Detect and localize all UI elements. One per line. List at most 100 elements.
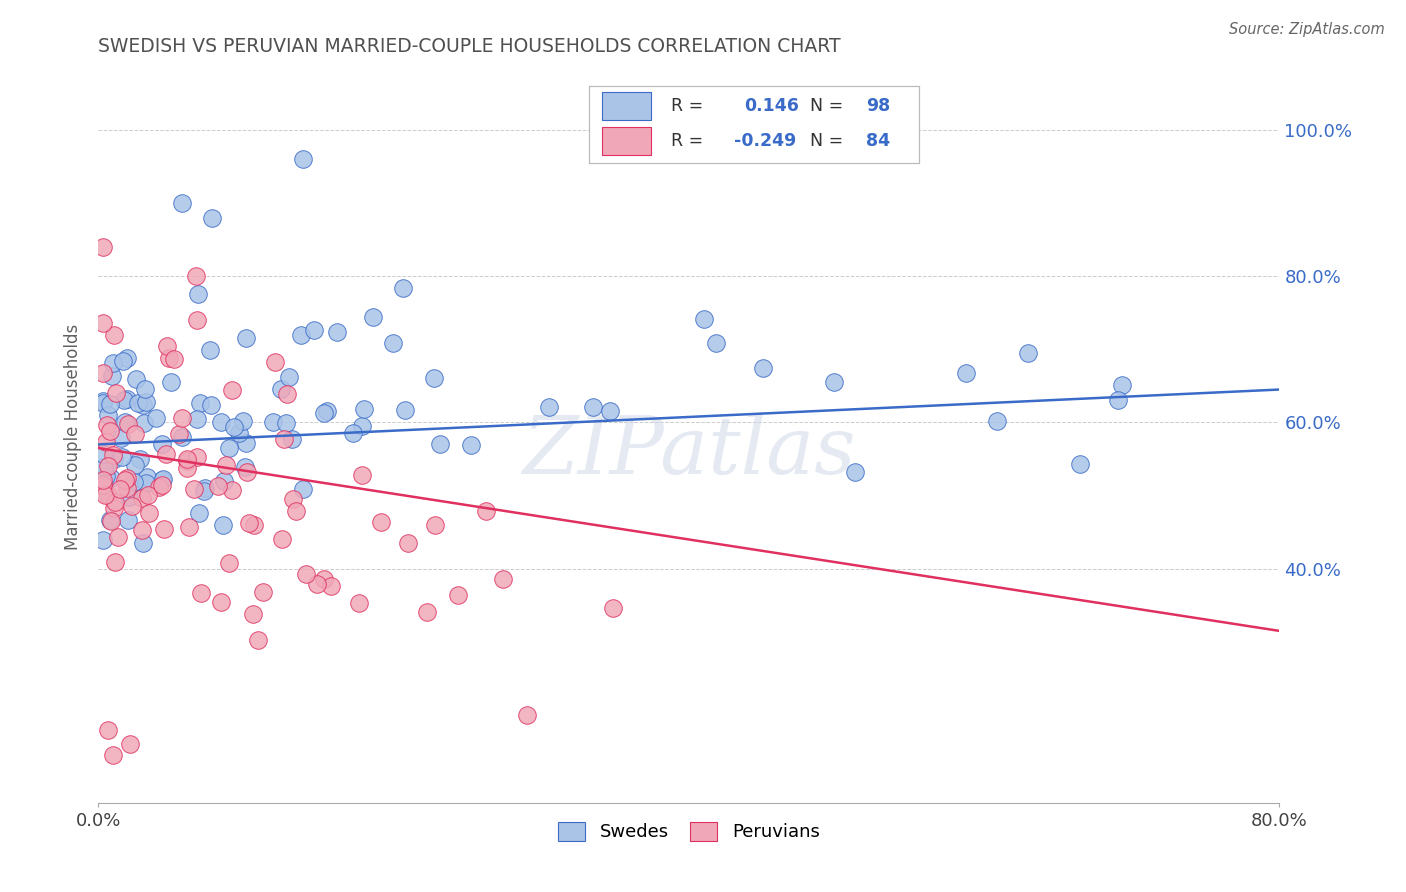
Point (1107, 393, 1129, 408)
Point (96, 723, 118, 737)
Point (135, 395, 157, 409)
Point (134, 382, 156, 396)
Point (94, 468, 117, 483)
Point (460, 438, 482, 452)
Point (100, 514, 122, 528)
Point (243, 518, 266, 533)
Point (176, 454, 198, 468)
Point (159, 376, 181, 390)
Point (295, 566, 318, 581)
Point (184, 269, 207, 284)
Point (103, 449, 125, 463)
Point (291, 482, 314, 496)
Point (104, 385, 127, 400)
Point (352, 419, 374, 434)
Point (955, 366, 977, 380)
Point (285, 503, 308, 517)
Point (350, 468, 373, 483)
Point (198, 343, 221, 358)
Point (91, 473, 114, 487)
Point (96, 417, 118, 432)
Point (187, 506, 209, 520)
Point (176, 452, 198, 467)
Text: Source: ZipAtlas.com: Source: ZipAtlas.com (1229, 22, 1385, 37)
Point (91, 240, 114, 254)
Point (347, 596, 370, 610)
Point (370, 515, 392, 529)
Point (277, 369, 299, 384)
Point (98, 425, 121, 439)
Point (98, 397, 121, 411)
Point (315, 404, 337, 418)
Point (115, 471, 138, 485)
Point (582, 401, 605, 415)
Y-axis label: Married-couple Households: Married-couple Households (63, 324, 82, 550)
Point (1069, 457, 1091, 471)
Point (114, 473, 136, 487)
Point (190, 586, 212, 600)
Point (382, 336, 405, 351)
Point (97, 459, 120, 474)
Point (190, 395, 212, 409)
Point (326, 325, 349, 339)
Point (752, 361, 775, 376)
Point (232, 414, 254, 428)
Point (103, 452, 125, 467)
Point (94, 488, 117, 502)
Text: SWEDISH VS PERUVIAN MARRIED-COUPLE HOUSEHOLDS CORRELATION CHART: SWEDISH VS PERUVIAN MARRIED-COUPLE HOUSE… (98, 37, 841, 56)
Point (319, 579, 342, 593)
Point (222, 419, 245, 434)
Text: ZIPatlas: ZIPatlas (522, 413, 856, 491)
Point (91, 316, 114, 330)
Point (118, 490, 141, 504)
Point (152, 436, 174, 450)
Point (122, 475, 145, 489)
Point (312, 572, 335, 586)
Point (218, 556, 240, 570)
Point (114, 415, 136, 429)
Point (124, 427, 146, 442)
Point (262, 415, 284, 429)
Point (276, 387, 298, 401)
Point (103, 327, 125, 342)
Point (91, 478, 114, 492)
Point (129, 452, 152, 467)
Point (97, 409, 120, 423)
Point (101, 748, 124, 763)
Point (91, 366, 114, 380)
Point (1111, 378, 1133, 392)
Point (415, 605, 437, 619)
Point (193, 483, 215, 498)
Point (425, 517, 447, 532)
Point (281, 492, 304, 507)
Point (131, 491, 153, 506)
Point (361, 310, 384, 324)
Point (112, 393, 135, 408)
Point (599, 403, 621, 417)
Point (186, 412, 208, 426)
Point (98, 513, 121, 527)
Point (96, 435, 118, 450)
Point (394, 402, 416, 417)
Point (115, 481, 138, 495)
Point (117, 417, 139, 432)
Point (423, 371, 446, 385)
Point (291, 152, 314, 166)
Point (103, 356, 125, 370)
Point (492, 572, 515, 586)
Point (273, 432, 295, 446)
Point (209, 415, 232, 429)
Point (176, 460, 198, 475)
Point (516, 708, 538, 723)
Point (104, 555, 127, 569)
Point (215, 458, 238, 472)
Point (138, 506, 160, 520)
Point (93, 479, 115, 493)
Point (91, 396, 114, 410)
Point (104, 495, 127, 509)
Point (155, 447, 177, 461)
Point (211, 517, 233, 532)
Point (100, 470, 122, 484)
Point (193, 481, 215, 495)
Point (537, 400, 560, 414)
